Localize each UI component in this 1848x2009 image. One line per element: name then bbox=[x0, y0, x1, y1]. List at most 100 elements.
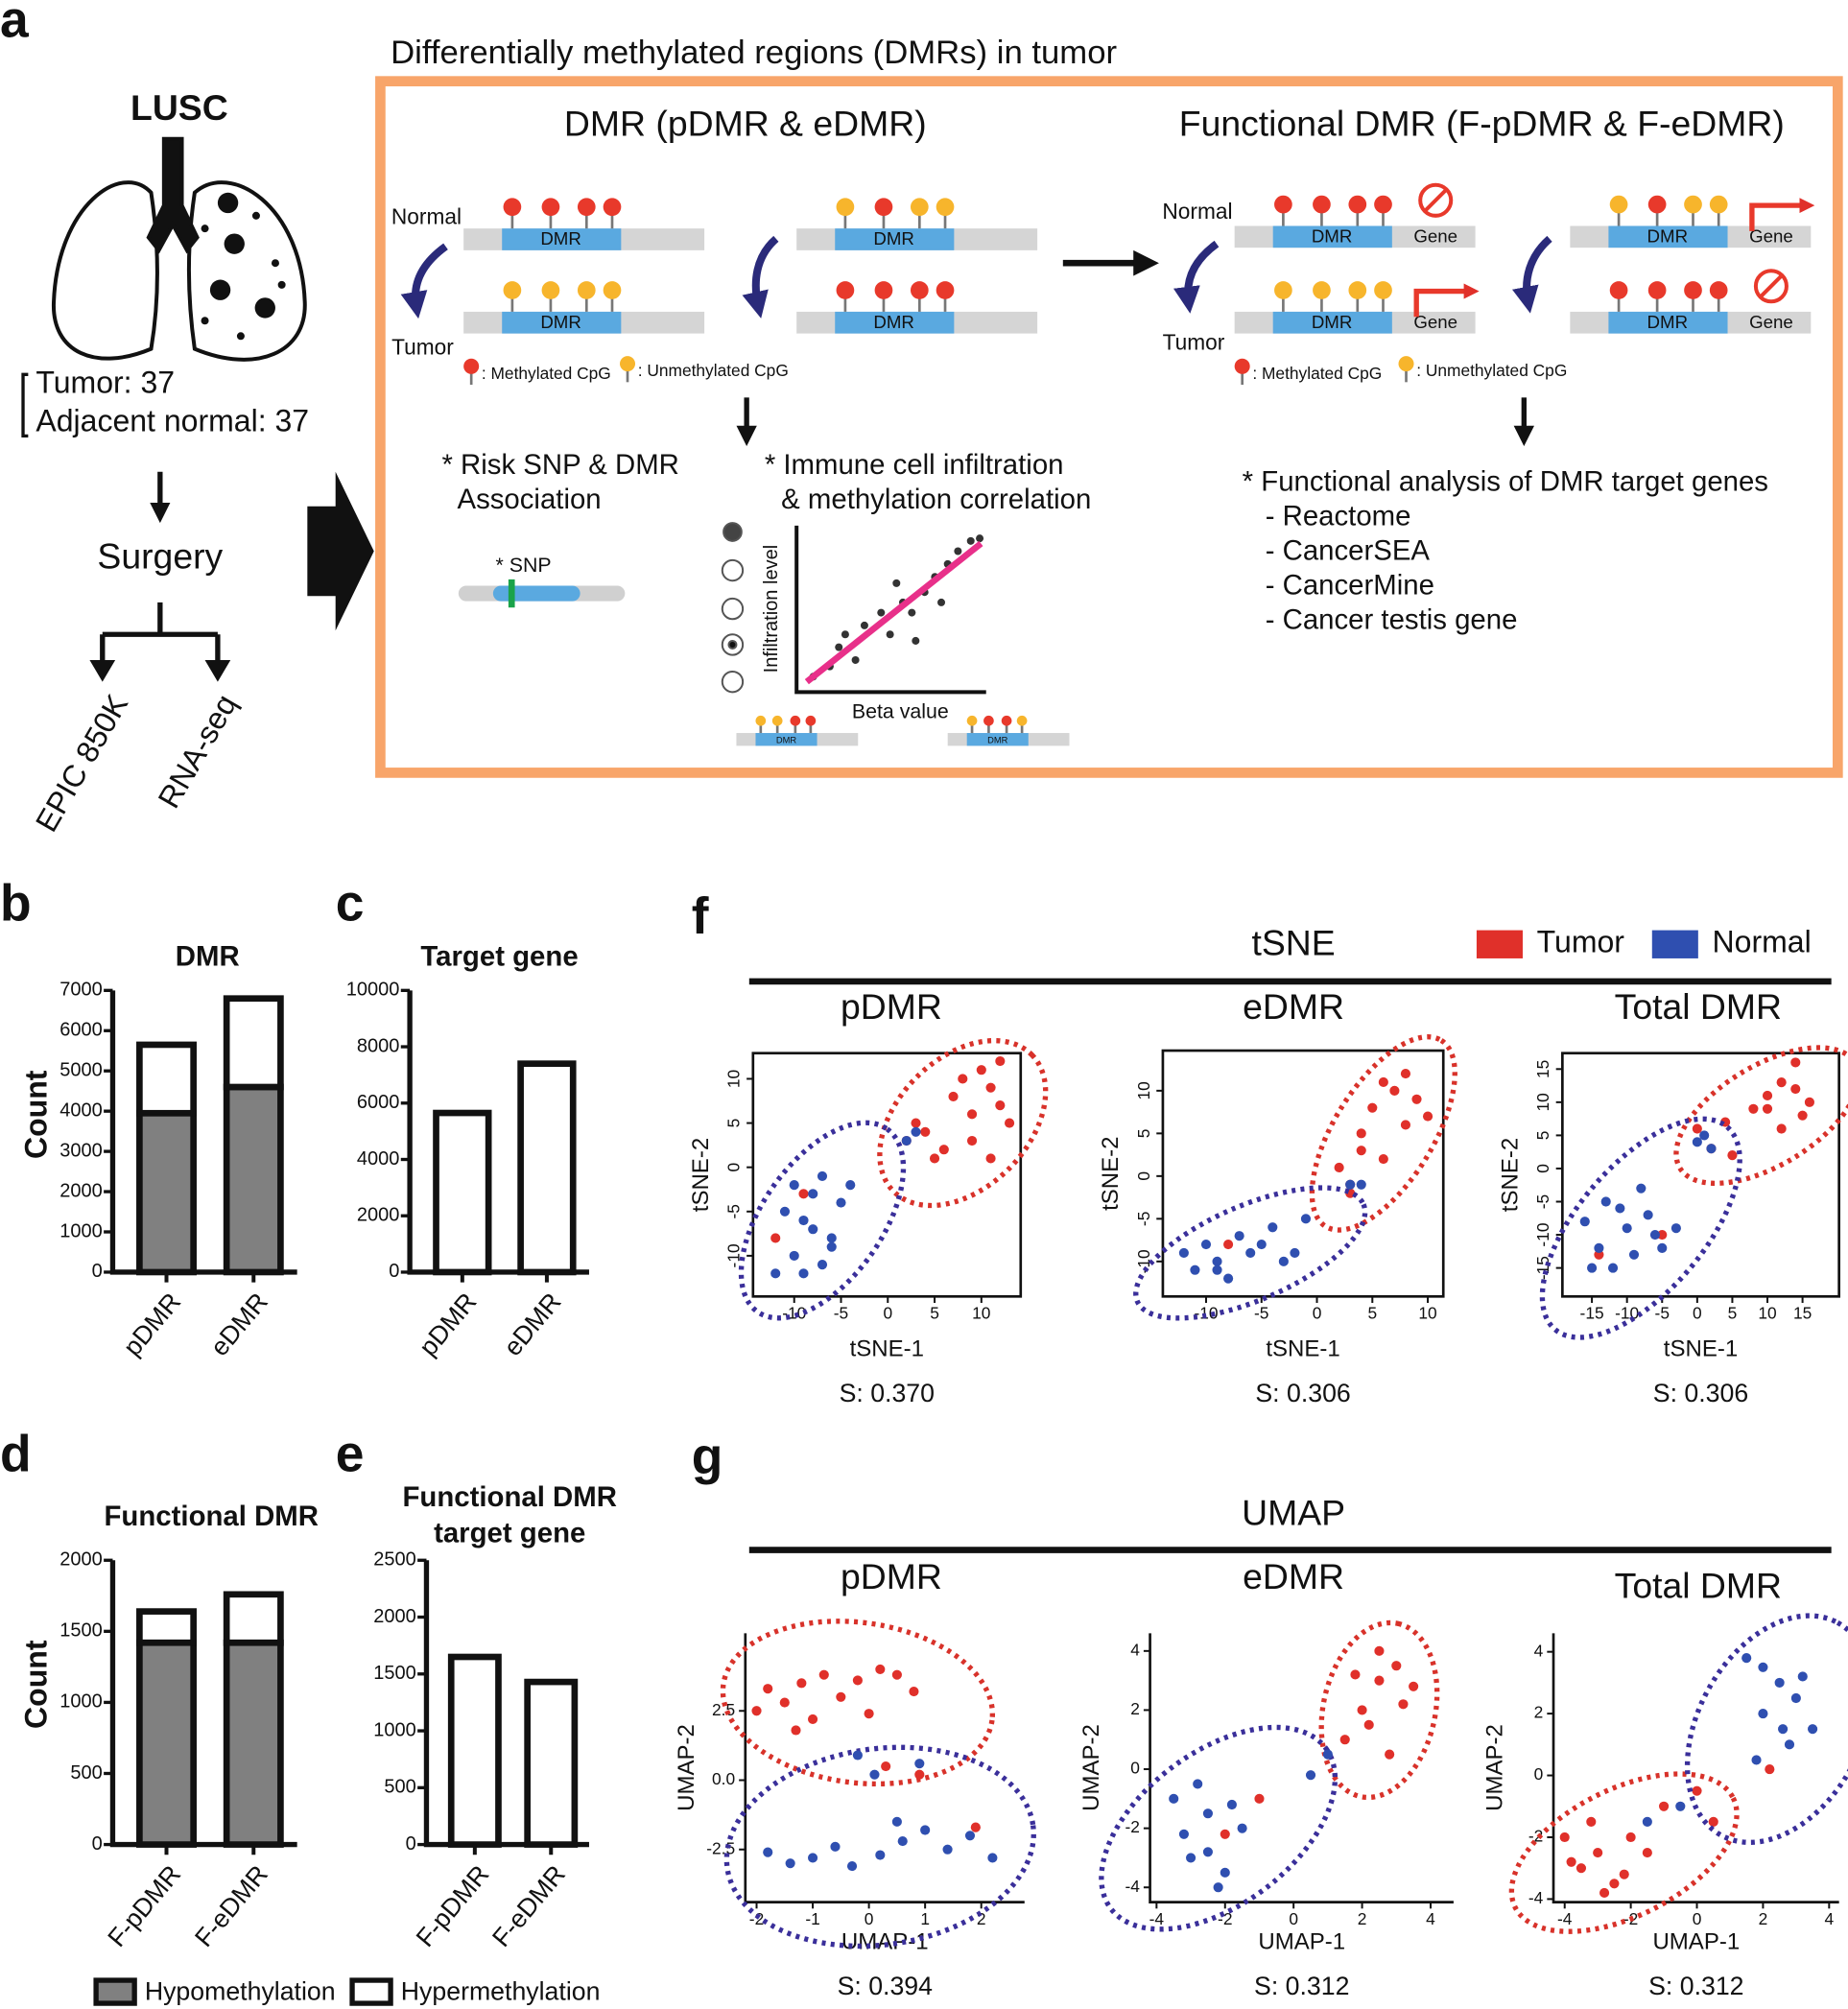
bracket bbox=[21, 372, 29, 438]
chart-title: Functional DMR bbox=[402, 1481, 616, 1513]
cpg bbox=[836, 281, 855, 299]
point bbox=[1708, 1816, 1718, 1827]
axes bbox=[1552, 1633, 1839, 1903]
point bbox=[1190, 1264, 1200, 1275]
legend-swatch bbox=[93, 1977, 137, 2006]
x-tick-label: F-pDMR bbox=[102, 1859, 186, 1952]
x-tick-label: -4 bbox=[1557, 1909, 1573, 1928]
point bbox=[1675, 1801, 1686, 1811]
annotation: S: 0.394 bbox=[838, 1972, 934, 2000]
y-tick-label: 10 bbox=[1533, 1093, 1552, 1111]
snp-marker bbox=[508, 579, 515, 608]
state-label: Tumor bbox=[1163, 329, 1225, 354]
point bbox=[1322, 1749, 1333, 1760]
point bbox=[1400, 1120, 1411, 1130]
y-tick-label: 7000 bbox=[59, 980, 103, 1001]
point bbox=[875, 1664, 886, 1674]
point bbox=[1356, 1146, 1366, 1156]
point bbox=[1169, 1793, 1179, 1804]
cohort: LUSC bbox=[130, 87, 228, 128]
point bbox=[970, 1822, 981, 1832]
point bbox=[770, 1233, 781, 1243]
cpg bbox=[503, 281, 522, 299]
point bbox=[1804, 1097, 1814, 1107]
subtitle: eDMR bbox=[1243, 986, 1344, 1027]
cpg bbox=[874, 281, 893, 299]
y-tick-label: 4000 bbox=[357, 1148, 400, 1170]
x-tick-label: pDMR bbox=[414, 1288, 483, 1361]
point bbox=[1657, 1229, 1668, 1241]
fork-arrows bbox=[89, 659, 231, 682]
group-title: UMAP bbox=[1242, 1492, 1345, 1532]
point bbox=[807, 1714, 818, 1724]
point bbox=[1223, 1239, 1234, 1250]
cpg bbox=[790, 715, 801, 726]
point bbox=[1784, 1739, 1795, 1750]
point bbox=[1636, 1183, 1647, 1194]
dmr-region bbox=[1608, 225, 1728, 248]
point bbox=[826, 1233, 837, 1243]
x-tick-label: 4 bbox=[1824, 1909, 1834, 1928]
legend-label: Hypermethylation bbox=[401, 1976, 601, 2005]
cluster-ellipse bbox=[723, 1744, 1036, 1950]
x-tick-label: -1 bbox=[805, 1909, 819, 1928]
axes bbox=[1149, 1633, 1454, 1903]
panel-label: f bbox=[692, 888, 709, 945]
point bbox=[830, 1841, 841, 1852]
mini-axis-label: Beta value bbox=[852, 699, 949, 722]
cluster-ellipse bbox=[738, 1120, 907, 1321]
y-tick-label: 6000 bbox=[59, 1020, 103, 1041]
point bbox=[1374, 1675, 1385, 1686]
point bbox=[942, 1844, 953, 1855]
y-axis-label: tSNE-2 bbox=[688, 1138, 714, 1212]
point bbox=[1278, 1256, 1289, 1266]
point bbox=[1363, 1719, 1374, 1730]
point bbox=[1748, 1103, 1759, 1114]
cpg-legend-text: : Unmethylated CpG bbox=[1416, 361, 1567, 380]
cpg bbox=[620, 356, 636, 372]
point bbox=[1593, 1848, 1603, 1858]
bar bbox=[136, 1109, 197, 1276]
point bbox=[1345, 1179, 1356, 1190]
point bbox=[1808, 1724, 1818, 1735]
legend-label: Tumor bbox=[1537, 925, 1625, 959]
point bbox=[1587, 1263, 1598, 1273]
point bbox=[958, 1074, 968, 1084]
y-axis-label: tSNE-2 bbox=[1497, 1138, 1523, 1212]
point bbox=[763, 1847, 773, 1857]
cpg-legend-text: : Methylated CpG bbox=[482, 364, 611, 383]
point bbox=[1776, 1123, 1787, 1134]
point bbox=[1213, 1882, 1223, 1893]
point bbox=[1223, 1273, 1234, 1284]
x-tick-label: -10 bbox=[1194, 1304, 1218, 1323]
point bbox=[985, 1082, 996, 1093]
point bbox=[1193, 1779, 1203, 1789]
x-tick-label: 2 bbox=[1759, 1909, 1768, 1928]
point bbox=[1220, 1867, 1230, 1878]
point bbox=[808, 1189, 818, 1199]
cpg bbox=[805, 715, 817, 726]
subtitle: pDMR bbox=[841, 986, 942, 1027]
cpg bbox=[966, 715, 978, 726]
platform: RNA-seq bbox=[152, 689, 244, 814]
legend-label: Normal bbox=[1713, 925, 1812, 959]
point bbox=[789, 1180, 799, 1191]
point bbox=[845, 1180, 856, 1191]
mini-dmr-label: DMR bbox=[776, 736, 797, 745]
cpg bbox=[1647, 281, 1667, 299]
point bbox=[1350, 1669, 1361, 1680]
chart-title: target gene bbox=[434, 1517, 585, 1548]
x-axis-label: tSNE-1 bbox=[1664, 1336, 1738, 1362]
x-axis-label: UMAP-1 bbox=[1258, 1929, 1345, 1955]
x-tick-label: 5 bbox=[930, 1304, 939, 1323]
y-tick-label: 2000 bbox=[357, 1205, 400, 1226]
point bbox=[1642, 1848, 1652, 1858]
point bbox=[1751, 1755, 1762, 1765]
point bbox=[1579, 1217, 1590, 1227]
point bbox=[817, 1170, 828, 1181]
y-tick-label: 5000 bbox=[59, 1059, 103, 1080]
y-tick-label: 8000 bbox=[357, 1035, 400, 1056]
panel-label: b bbox=[0, 876, 32, 933]
point bbox=[948, 1091, 959, 1101]
y-tick-label: 2.5 bbox=[712, 1700, 735, 1719]
